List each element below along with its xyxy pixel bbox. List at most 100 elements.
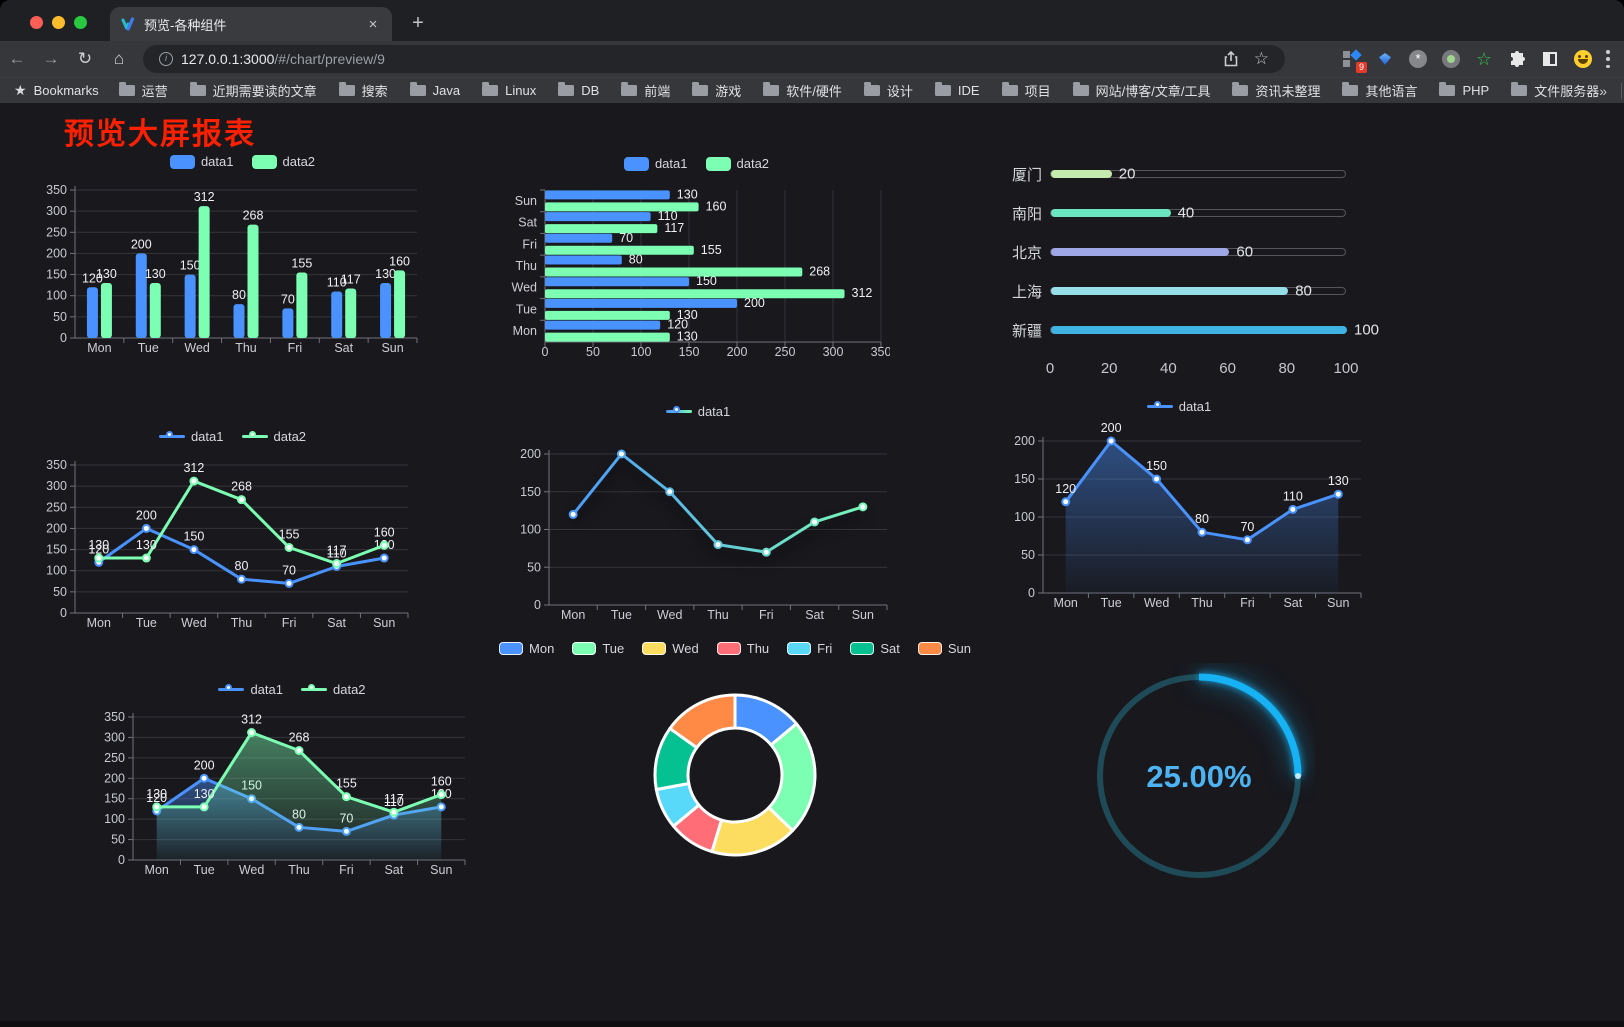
forward-icon[interactable]: →	[42, 49, 60, 68]
bookmark-folder[interactable]: 前端	[621, 81, 670, 100]
legend-item-Wed[interactable]: Wed	[642, 641, 699, 656]
bookmark-folder[interactable]: 资讯未整理	[1232, 81, 1320, 100]
extension-icon-green-dot-circle[interactable]	[1441, 49, 1461, 69]
svg-text:Sat: Sat	[518, 216, 537, 230]
extension-icon-emoji[interactable]	[1573, 49, 1593, 69]
bookmark-folder[interactable]: DB	[558, 82, 599, 98]
bookmark-folder[interactable]: Linux	[482, 82, 536, 98]
legend-item-data2[interactable]: data2	[705, 156, 769, 171]
svg-text:150: 150	[696, 274, 717, 288]
legend-item-Thu[interactable]: Thu	[716, 641, 769, 656]
chart-progress-list[interactable]: 厦门 20 南阳 40 北京 60 上海 80 新疆 100 0 20 40 60 80 100	[998, 160, 1390, 390]
svg-text:110: 110	[327, 546, 347, 560]
svg-text:100: 100	[104, 812, 125, 826]
new-tab-button[interactable]: +	[412, 12, 424, 34]
bookmark-folder[interactable]: 近期需要读的文章	[189, 81, 317, 100]
svg-text:0: 0	[60, 331, 67, 345]
chart-bar-grouped[interactable]: data1 data2 0 50 100 150 200 250 300 350 Mon Tue Wed…	[45, 150, 440, 365]
legend-item-Sat[interactable]: Sat	[850, 641, 900, 656]
legend-item-Sun[interactable]: Sun	[917, 641, 971, 656]
bookmark-star-icon[interactable]: ☆	[1253, 49, 1269, 68]
bookmark-folder[interactable]: 文件服务器	[1511, 81, 1599, 100]
bookmarks-root-label[interactable]: Bookmarks	[33, 83, 99, 98]
svg-text:80: 80	[232, 288, 246, 302]
chart-canvas: 0 50 100 150 200 250 300 350 Mon Tue Wed Thu Fri Sat S…	[46, 183, 418, 355]
bookmark-folder[interactable]: 其他语言	[1342, 81, 1417, 100]
svg-text:Tue: Tue	[1101, 596, 1122, 610]
svg-text:110: 110	[658, 209, 678, 223]
chart-line-two-series[interactable]: data1 data2 0 50 100 150 200 250 300 350 Mon Tue Wed…	[45, 425, 420, 640]
legend-marker	[705, 156, 731, 171]
chart-bar-horizontal[interactable]: data1 data2 0 50 100 150 200 250 300 350 Mon 120 130…	[503, 150, 892, 368]
legend-item-data1[interactable]: data1	[218, 682, 283, 697]
chart-donut[interactable]: Mon Tue Wed Thu Fri Sat Sun	[499, 635, 971, 890]
bookmark-folder[interactable]: 项目	[1001, 81, 1051, 100]
svg-text:100: 100	[520, 523, 541, 537]
legend-item-data2[interactable]: data2	[301, 682, 366, 697]
bookmark-folder[interactable]: PHP	[1439, 82, 1489, 98]
chart-line-gradient[interactable]: data1 0 50 100 150 200 Mon Tue Wed Thu Fri Sat Sun	[503, 398, 893, 633]
bookmark-folder[interactable]: 游戏	[692, 81, 741, 100]
extensions-puzzle-icon[interactable]	[1507, 49, 1527, 69]
window-close-button[interactable]	[30, 16, 43, 29]
folder-icon	[1232, 82, 1249, 96]
svg-text:Thu: Thu	[515, 259, 537, 273]
svg-text:110: 110	[1283, 489, 1303, 503]
bookmarks-overflow-chevron[interactable]: »	[1599, 82, 1608, 99]
legend-item-Tue[interactable]: Tue	[572, 641, 624, 656]
bookmark-folder[interactable]: 设计	[863, 81, 913, 100]
svg-text:Fri: Fri	[288, 341, 303, 355]
chart-area-two-series[interactable]: data1 data2 0 50 100 150 200 250 300 350 Mon Tue Wed…	[103, 676, 481, 891]
progress-track: 100	[1050, 322, 1379, 339]
extension-icon-asterisk-circle[interactable]: *	[1408, 49, 1428, 69]
bookmark-folder[interactable]: 搜索	[338, 81, 388, 100]
chart-canvas: 0 50 100 150 200 250 300 350 Mon Tue Wed Thu Fri Sat S…	[104, 710, 466, 877]
chart-area-single[interactable]: data1 0 50 100 150 200 Mon Tue Wed Thu Fri Sat Sun 12…	[983, 395, 1375, 620]
extension-icon-grid-diamond[interactable]: 9	[1342, 49, 1367, 73]
legend-item-data1[interactable]: data1	[665, 404, 730, 419]
progress-row-新疆: 新疆 100	[998, 318, 1390, 342]
legend-item-Fri[interactable]: Fri	[787, 641, 832, 656]
bookmark-folder[interactable]: Java	[409, 82, 460, 98]
legend-item-data1[interactable]: data1	[623, 156, 688, 171]
bookmark-folder[interactable]: 网站/博客/文章/工具	[1072, 81, 1210, 100]
bookmark-folder[interactable]: IDE	[934, 82, 980, 98]
browser-menu-icon[interactable]	[1606, 50, 1610, 68]
extension-icon-half-square[interactable]	[1540, 49, 1560, 69]
chart-gauge-progress[interactable]: 25.00%	[1085, 663, 1315, 893]
folder-icon	[1072, 82, 1089, 96]
folder-icon	[189, 82, 206, 96]
site-info-icon[interactable]: i	[159, 52, 173, 66]
legend-item-Mon[interactable]: Mon	[499, 641, 554, 656]
legend-item-data2[interactable]: data2	[251, 154, 315, 169]
window-minimize-button[interactable]	[52, 16, 65, 29]
progress-track: 20	[1050, 166, 1346, 183]
back-icon[interactable]: ←	[8, 49, 26, 68]
svg-text:200: 200	[1101, 421, 1122, 435]
address-bar[interactable]: i 127.0.0.1:3000 /#/chart/preview/9 ☆	[143, 45, 1285, 73]
legend-item-data1[interactable]: data1	[1146, 399, 1211, 414]
svg-text:130: 130	[1328, 474, 1349, 488]
bookmark-folder[interactable]: 软件/硬件	[763, 81, 842, 100]
legend-item-data2[interactable]: data2	[241, 429, 306, 444]
svg-text:Wed: Wed	[512, 281, 538, 295]
home-icon[interactable]: ⌂	[113, 49, 125, 68]
svg-text:300: 300	[823, 345, 844, 359]
extension-icon-green-star[interactable]: ☆	[1475, 48, 1493, 69]
legend-item-data1[interactable]: data1	[169, 154, 234, 169]
share-icon[interactable]	[1224, 51, 1238, 67]
bookmark-folder[interactable]: 运营	[118, 81, 168, 100]
legend-item-data1[interactable]: data1	[158, 429, 224, 444]
extension-icon-gem[interactable]	[1375, 49, 1395, 69]
reload-icon[interactable]: ↻	[77, 49, 93, 68]
svg-text:0: 0	[60, 606, 67, 620]
svg-text:Fri: Fri	[282, 616, 297, 630]
tab-close-icon[interactable]: ×	[368, 15, 378, 33]
svg-text:312: 312	[194, 190, 215, 204]
progress-value: 60	[1236, 243, 1254, 261]
svg-text:200: 200	[131, 237, 152, 251]
window-zoom-button[interactable]	[74, 16, 87, 29]
browser-tab[interactable]: 预览-各种组件 ×	[110, 7, 392, 41]
svg-text:100: 100	[1014, 510, 1035, 524]
chart-legend: data1 data2	[103, 682, 481, 697]
